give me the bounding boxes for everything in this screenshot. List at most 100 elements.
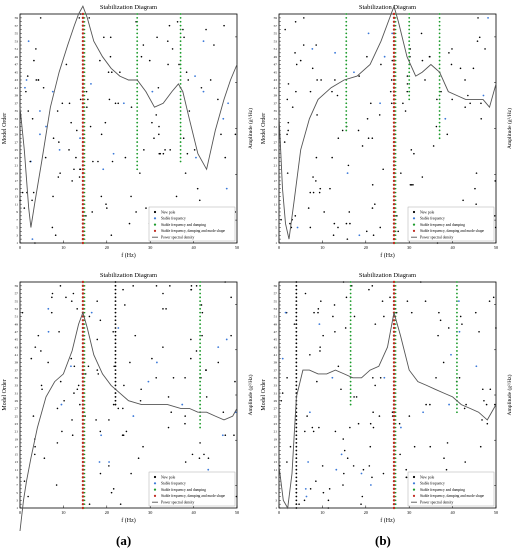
stable-pole-marker (179, 106, 182, 109)
stable-pole-marker (83, 296, 86, 299)
pole-marker (31, 238, 34, 241)
pole-marker (287, 129, 289, 132)
x-tick-label: 30 (148, 245, 152, 250)
pole-marker (145, 207, 147, 209)
pole-marker (482, 94, 485, 97)
pole-marker (224, 434, 227, 437)
y-tick-label: 19 (274, 171, 278, 175)
stable-pole-marker (83, 292, 86, 295)
stable-pole-marker (81, 414, 85, 418)
pole-marker (369, 484, 372, 486)
pole-marker (171, 48, 174, 50)
legend-label: New pole (161, 475, 176, 479)
stable-pole-marker (349, 396, 352, 398)
stable-pole-marker (81, 148, 85, 152)
stable-pole-marker (136, 168, 139, 171)
stable-pole-marker (438, 129, 441, 132)
stable-pole-marker (83, 17, 86, 19)
pole-marker (348, 211, 351, 213)
stable-pole-marker (83, 445, 86, 448)
stable-pole-marker (81, 422, 85, 425)
stable-pole-marker (81, 407, 85, 410)
stable-pole-marker (81, 342, 85, 345)
pole-marker (35, 48, 37, 50)
pole-marker (309, 226, 312, 229)
pole-marker (286, 172, 289, 174)
stable-pole-marker (81, 117, 85, 120)
pole-marker (207, 468, 210, 471)
stable-pole-marker (394, 133, 397, 136)
stable-pole-marker (295, 464, 298, 467)
stable-pole-marker (392, 36, 396, 39)
stable-pole-marker (392, 168, 396, 171)
stable-pole-marker (394, 503, 397, 505)
pole-marker (360, 472, 363, 475)
stable-pole-marker (394, 507, 397, 509)
stable-pole-marker (349, 369, 352, 372)
chart-title: Stabilization Diagram (100, 272, 157, 279)
stable-pole-marker (199, 357, 202, 360)
stable-pole-marker (392, 499, 396, 502)
stable-pole-marker (349, 399, 352, 402)
pole-marker (311, 67, 314, 70)
stable-pole-marker (136, 160, 139, 163)
stable-pole-marker (83, 110, 86, 112)
pole-marker (317, 311, 319, 314)
stable-pole-marker (392, 28, 396, 31)
stable-pole-marker (394, 75, 397, 77)
stable-pole-marker (392, 183, 396, 186)
pole-marker (494, 226, 497, 229)
pole-marker (318, 191, 321, 194)
pole-marker (201, 311, 204, 314)
pole-marker (312, 430, 315, 433)
y-tick-label: 55 (274, 299, 278, 303)
y-tick-label: 51 (15, 47, 19, 51)
stable-pole-marker (136, 152, 139, 155)
pole-marker (123, 384, 125, 387)
stable-pole-marker (438, 20, 441, 23)
stable-pole-marker (81, 372, 85, 376)
y-tick-label: 31 (15, 391, 19, 395)
stable-pole-marker (295, 369, 298, 372)
stable-pole-marker (81, 491, 85, 494)
pole-marker (424, 79, 426, 81)
stable-pole-marker (392, 476, 396, 479)
stable-pole-marker (83, 288, 86, 291)
pole-marker (313, 311, 315, 314)
y-tick-label: 49 (15, 55, 19, 59)
pole-marker (464, 79, 466, 81)
stable-pole-marker (392, 199, 396, 202)
y-tick-label: 13 (274, 195, 278, 199)
stable-pole-marker (392, 284, 396, 288)
y-tick-label: 21 (274, 430, 278, 434)
stable-pole-marker (408, 79, 411, 81)
stable-pole-marker (83, 403, 86, 406)
pole-marker (27, 495, 29, 498)
pole-marker (450, 63, 453, 66)
pole-marker (493, 215, 496, 217)
pole-marker (73, 392, 75, 394)
stable-pole-marker (83, 63, 86, 66)
stable-pole-marker (81, 74, 85, 78)
pole-marker (92, 160, 94, 163)
pole-marker (61, 430, 63, 433)
pole-marker (344, 327, 347, 329)
stable-pole-marker (179, 59, 182, 62)
pole-marker (286, 376, 288, 379)
pole-marker (19, 199, 21, 202)
pole-marker (413, 152, 415, 155)
stable-pole-marker (136, 125, 139, 128)
stable-pole-marker (136, 55, 139, 58)
pole-marker (193, 149, 196, 151)
pole-marker (122, 288, 124, 291)
figure-caption-b: (b) (375, 533, 391, 548)
stable-pole-marker (392, 59, 396, 62)
stable-pole-marker (392, 388, 396, 391)
stable-pole-marker (408, 20, 411, 23)
pole-marker (79, 137, 81, 140)
pole-marker (464, 106, 466, 108)
stable-pole-marker (408, 75, 411, 78)
stable-pole-marker (392, 437, 396, 441)
poles-layer (19, 12, 237, 245)
stable-pole-marker (83, 308, 86, 310)
